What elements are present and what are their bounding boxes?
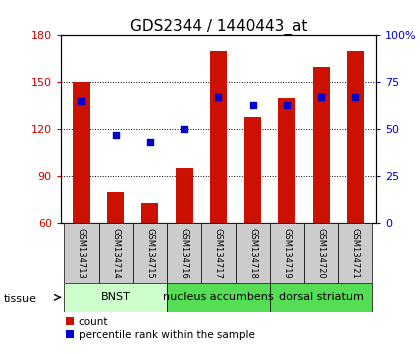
Bar [270, 283, 373, 312]
Bar [201, 223, 236, 283]
Text: GSM134713: GSM134713 [77, 228, 86, 279]
Point [215, 95, 222, 100]
Bar [107, 192, 124, 223]
Text: GSM134715: GSM134715 [145, 228, 155, 279]
Bar [64, 283, 167, 312]
Bar [278, 98, 295, 223]
Text: GSM134718: GSM134718 [248, 228, 257, 279]
Text: dorsal striatum: dorsal striatum [279, 292, 364, 302]
Legend: count, percentile rank within the sample: count, percentile rank within the sample [66, 317, 255, 340]
Bar [347, 51, 364, 223]
Bar [99, 223, 133, 283]
Bar [167, 283, 270, 312]
Point [78, 98, 85, 104]
Bar [270, 223, 304, 283]
Text: tissue: tissue [4, 294, 37, 304]
Text: GSM134717: GSM134717 [214, 228, 223, 279]
Text: GSM134714: GSM134714 [111, 228, 120, 279]
Bar [142, 203, 158, 223]
Point [318, 95, 325, 100]
Title: GDS2344 / 1440443_at: GDS2344 / 1440443_at [130, 19, 307, 35]
Bar [176, 168, 193, 223]
Bar [312, 67, 330, 223]
Bar [210, 51, 227, 223]
Point [249, 102, 256, 108]
Text: nucleus accumbens: nucleus accumbens [163, 292, 274, 302]
Bar [73, 82, 90, 223]
Bar [167, 223, 201, 283]
Point [181, 126, 187, 132]
Bar [64, 223, 99, 283]
Point [147, 139, 153, 145]
Text: GSM134720: GSM134720 [317, 228, 326, 279]
Text: BNST: BNST [101, 292, 131, 302]
Bar [236, 223, 270, 283]
Bar [338, 223, 373, 283]
Point [352, 95, 359, 100]
Point [284, 102, 290, 108]
Text: GSM134716: GSM134716 [180, 228, 189, 279]
Text: GSM134721: GSM134721 [351, 228, 360, 279]
Bar [133, 223, 167, 283]
Bar [244, 117, 261, 223]
Bar [304, 223, 338, 283]
Text: GSM134719: GSM134719 [282, 228, 291, 279]
Point [112, 132, 119, 138]
